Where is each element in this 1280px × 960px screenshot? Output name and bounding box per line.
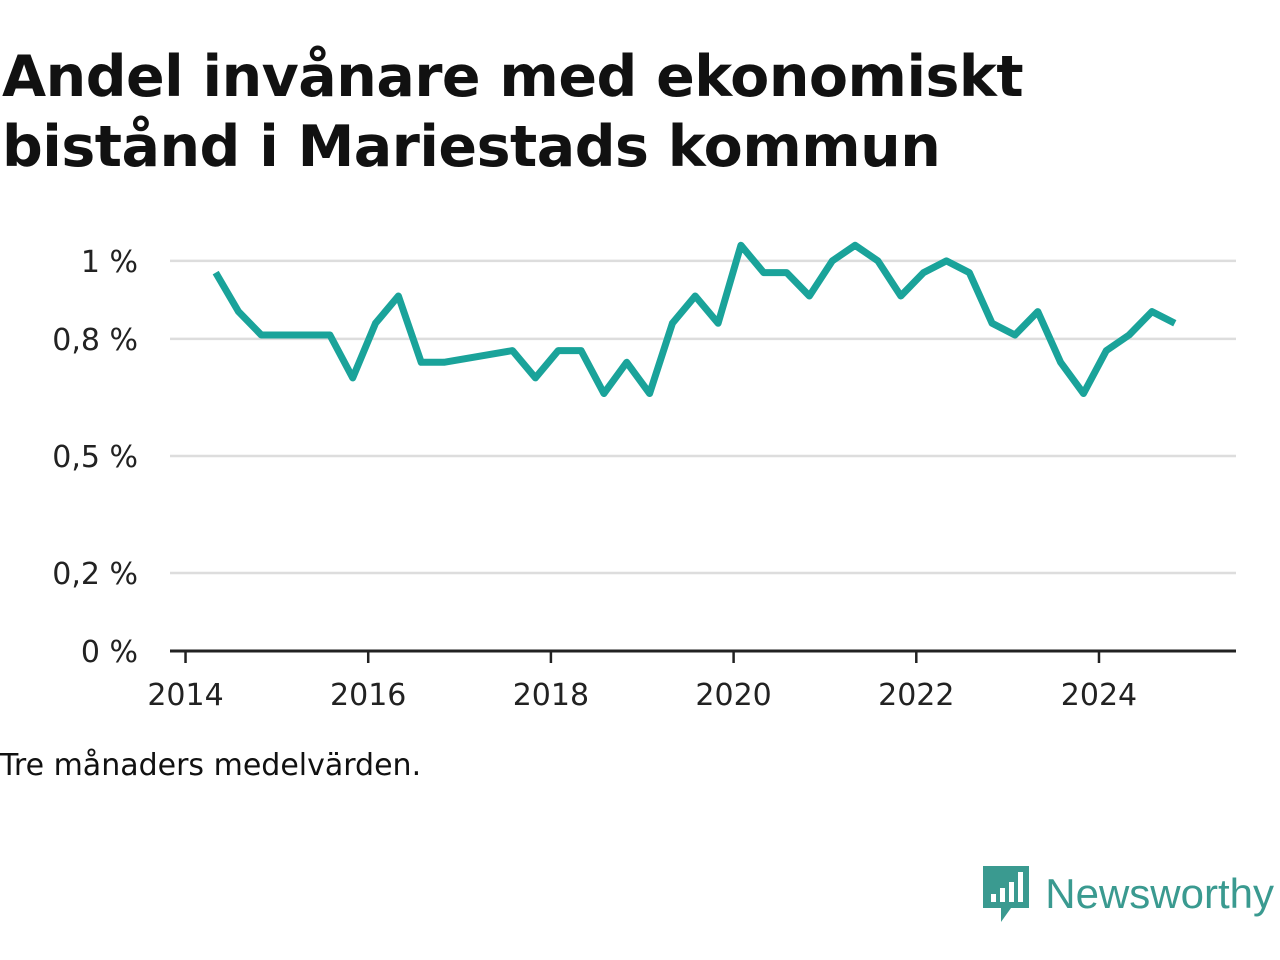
x-axis: 2014 2016 2018 2020 2022 2024 [147, 649, 1236, 713]
x-tick: 2018 [513, 678, 589, 713]
y-tick: 0,5 % [52, 440, 138, 475]
newsworthy-logo-icon [983, 866, 1030, 922]
x-tick-label: 2022 [878, 678, 954, 713]
series-line [212, 241, 1177, 397]
x-tick-label: 2014 [147, 678, 223, 713]
y-axis: 0 % 0,2 % 0,5 % 0,8 % 1 % [52, 245, 138, 670]
line-chart: 0 %0,2 %0,5 %0,8 %1 % 2014 2016 2018 2020 20… [52, 241, 1236, 713]
x-tick-label: 2024 [1061, 678, 1137, 713]
x-tick: 2024 [1061, 678, 1137, 713]
y-tick-label: 1 % [81, 245, 138, 280]
series-layer [212, 241, 1177, 397]
x-tick: 2014 [147, 678, 223, 713]
brand-name: Newsworthy [1045, 870, 1274, 917]
y-tick: 1 % [81, 245, 138, 280]
chart-title: Andel invånare med ekonomiskt bistånd i … [2, 44, 1024, 180]
y-tick: 0,2 % [52, 557, 138, 592]
y-tick-label: 0 % [81, 635, 138, 670]
x-tick-label: 2018 [513, 678, 589, 713]
grid-lines [170, 259, 1236, 575]
y-tick-label: 0,2 % [52, 557, 138, 592]
x-tick: 2020 [695, 678, 771, 713]
x-tick: 2022 [878, 678, 954, 713]
y-tick: 0 % [81, 635, 138, 670]
y-tick-label: 0,5 % [52, 440, 138, 475]
y-tick-label: 0,8 % [52, 323, 138, 358]
brand-logo: Newsworthy [981, 862, 1274, 926]
chart-note: Tre månaders medelvärden. [0, 748, 422, 783]
x-tick: 2016 [330, 678, 406, 713]
x-tick-label: 2016 [330, 678, 406, 713]
x-tick-label: 2020 [695, 678, 771, 713]
y-tick: 0,8 % [52, 323, 138, 358]
